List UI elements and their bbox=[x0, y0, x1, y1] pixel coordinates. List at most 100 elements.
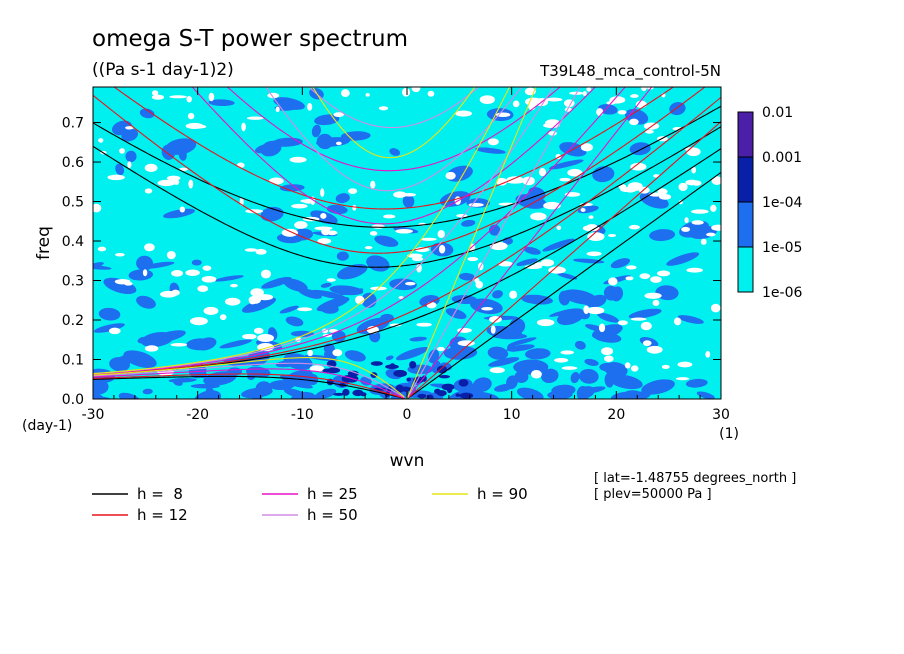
low-power-patch bbox=[489, 367, 505, 374]
y-tick-label: 0.6 bbox=[62, 155, 84, 171]
power-contour-blob bbox=[523, 246, 541, 255]
power-contour-blob bbox=[142, 388, 153, 395]
low-power-patch bbox=[438, 244, 446, 254]
low-power-patch bbox=[125, 126, 134, 130]
low-power-patch bbox=[582, 91, 587, 96]
power-contour-blob bbox=[507, 337, 537, 346]
power-contour-blob bbox=[339, 288, 364, 296]
low-power-patch bbox=[580, 208, 586, 212]
low-power-patch bbox=[509, 290, 518, 299]
low-power-patch bbox=[586, 306, 605, 315]
low-power-patch bbox=[706, 232, 716, 237]
low-power-patch bbox=[644, 292, 662, 299]
low-power-patch bbox=[404, 281, 416, 286]
y-axis: 0.0 0.1 0.2 0.3 0.4 0.5 0.6 0.7 bbox=[62, 116, 721, 408]
low-power-patch bbox=[236, 162, 245, 168]
power-contour-blob bbox=[103, 277, 137, 295]
mixed-rossby-gravity-curve bbox=[93, 87, 511, 375]
low-power-patch bbox=[711, 176, 721, 185]
low-power-patch bbox=[171, 269, 184, 277]
x-tick-label: 10 bbox=[503, 407, 521, 423]
low-power-patch bbox=[561, 366, 578, 370]
power-contour-blob bbox=[255, 381, 272, 396]
low-power-patch bbox=[188, 124, 207, 129]
power-contour-blob bbox=[208, 99, 235, 107]
power-contour-blob bbox=[283, 278, 308, 292]
power-contour-blob bbox=[666, 252, 700, 266]
low-power-patch bbox=[348, 188, 358, 194]
power-contour-blob bbox=[604, 373, 614, 388]
power-contour-blob bbox=[541, 368, 559, 383]
low-power-patch bbox=[326, 278, 336, 282]
low-power-patch bbox=[640, 321, 652, 331]
low-power-patch bbox=[545, 97, 563, 102]
low-power-patch bbox=[170, 176, 179, 183]
power-contour-blob bbox=[93, 393, 104, 399]
rossby-wave-curve bbox=[93, 373, 405, 399]
power-contour-blob bbox=[516, 258, 538, 266]
low-power-patch bbox=[543, 122, 560, 128]
low-power-patch bbox=[250, 288, 264, 297]
power-contour-blob bbox=[492, 332, 528, 340]
low-power-patch bbox=[437, 230, 445, 238]
low-power-patch bbox=[166, 250, 176, 260]
low-power-patch bbox=[530, 212, 547, 221]
high-power-patch bbox=[409, 361, 417, 369]
power-contour-blob bbox=[111, 120, 133, 136]
low-power-patch bbox=[142, 269, 148, 277]
high-power-patch bbox=[426, 394, 434, 399]
low-power-patch bbox=[157, 179, 176, 187]
low-power-patch bbox=[630, 162, 647, 171]
y-tick-label: 0.3 bbox=[62, 274, 84, 290]
power-contour-blob bbox=[506, 375, 518, 390]
high-power-patch bbox=[389, 363, 396, 369]
colorbar-level-label: 0.01 bbox=[762, 105, 793, 121]
x-axis: -30 -20 -10 0 10 20 30 bbox=[82, 87, 730, 423]
low-power-patch bbox=[371, 224, 385, 229]
low-power-patch bbox=[498, 261, 513, 267]
power-contour-blob bbox=[335, 193, 350, 204]
power-contour-blob bbox=[570, 371, 580, 384]
low-power-patch bbox=[627, 182, 643, 191]
high-power-patch bbox=[333, 392, 345, 396]
low-power-patch bbox=[383, 214, 396, 219]
low-power-patch bbox=[481, 307, 493, 311]
low-power-patch bbox=[554, 358, 569, 363]
low-power-patch bbox=[332, 349, 343, 357]
low-power-patch bbox=[248, 295, 262, 304]
low-power-patch bbox=[169, 95, 188, 99]
y-axis-unit: (day-1) bbox=[22, 418, 72, 434]
power-contour-blob bbox=[336, 264, 368, 280]
power-contour-blob bbox=[279, 305, 299, 314]
low-power-patch bbox=[625, 276, 634, 281]
power-contour-blob bbox=[628, 308, 662, 319]
inertia-gravity-curve bbox=[226, 87, 561, 172]
low-power-patch bbox=[617, 320, 628, 326]
power-contour-blob bbox=[320, 304, 339, 314]
legend-label: h = 12 bbox=[137, 506, 188, 524]
inertia-gravity-curve bbox=[312, 87, 476, 159]
power-contour-blob bbox=[190, 383, 220, 389]
low-power-patch bbox=[398, 295, 404, 300]
x-tick-label: 20 bbox=[607, 407, 625, 423]
low-power-patch bbox=[309, 365, 325, 372]
low-power-patch bbox=[540, 259, 555, 267]
low-power-patch bbox=[416, 263, 422, 273]
power-contour-blob bbox=[521, 294, 553, 305]
power-contour-blob bbox=[603, 285, 619, 301]
low-power-patch bbox=[317, 238, 332, 244]
y-tick-label: 0.7 bbox=[62, 116, 84, 132]
run-label: T39L48_mca_control-5N bbox=[539, 62, 721, 81]
power-contour-blob bbox=[696, 391, 715, 399]
power-contour-blob bbox=[593, 331, 622, 343]
low-power-patch bbox=[691, 220, 704, 225]
low-power-patch bbox=[326, 230, 338, 236]
low-power-patch bbox=[281, 228, 299, 237]
low-power-patch bbox=[559, 177, 571, 182]
power-contour-blob bbox=[610, 258, 631, 269]
low-power-patch bbox=[567, 168, 583, 177]
low-power-patch bbox=[496, 177, 508, 186]
low-power-patch bbox=[289, 156, 307, 163]
low-power-patch bbox=[98, 138, 104, 143]
